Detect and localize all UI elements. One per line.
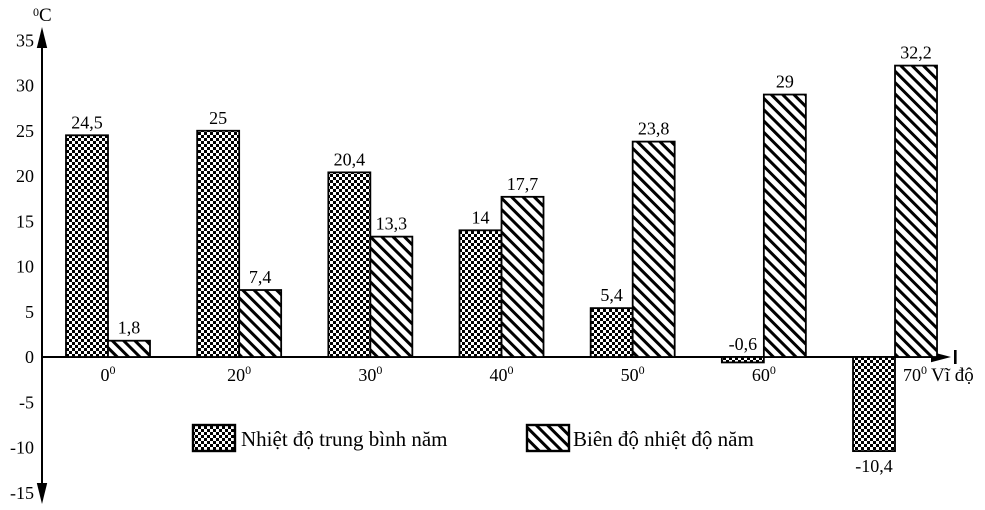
y-tick-label: 30 <box>16 76 34 96</box>
y-tick-label: -5 <box>19 392 34 412</box>
bar-value-label: 17,7 <box>507 174 539 194</box>
bar-value-label: 24,5 <box>71 112 103 132</box>
bar-value-label: 29 <box>776 72 794 92</box>
bar-value-label: 23,8 <box>638 119 670 139</box>
bar-avg-temp <box>196 129 241 358</box>
bar-amplitude <box>631 140 676 358</box>
x-axis-category-label: 00 <box>101 363 116 385</box>
y-tick-label: 10 <box>16 257 34 277</box>
bar-value-label: -0,6 <box>729 334 758 354</box>
x-axis-category-labels: 00 200 300 400 500 600 700 <box>101 363 928 385</box>
x-axis-category-label: 400 <box>490 363 514 385</box>
bar-avg-temp <box>458 229 503 358</box>
bar-value-label: 25 <box>209 108 227 128</box>
y-tick-label: 35 <box>16 30 34 50</box>
y-axis-unit-label: 0C <box>33 5 52 26</box>
bar-amplitude <box>238 289 283 358</box>
bar-value-label: 20,4 <box>334 149 366 169</box>
bar-amplitude <box>107 339 151 358</box>
bar-value-label: 7,4 <box>249 267 272 287</box>
y-tick-label: 5 <box>25 302 34 322</box>
x-axis-category-label: 600 <box>752 363 776 385</box>
y-axis-arrow-up-icon <box>36 27 48 48</box>
bar-avg-temp <box>65 134 109 358</box>
x-axis-category-label: 500 <box>621 363 645 385</box>
y-axis-unit-main: C <box>39 5 52 26</box>
bar-value-label: 32,2 <box>900 43 932 63</box>
bar-avg-temp <box>720 356 765 364</box>
bar-amplitude <box>762 93 807 358</box>
y-tick-label: 15 <box>16 211 34 231</box>
y-tick-label: 20 <box>16 166 34 186</box>
y-tick-label: 0 <box>25 347 34 367</box>
y-tick-label: -15 <box>10 483 34 503</box>
bar-value-label: 5,4 <box>600 285 623 305</box>
bar-value-label: 1,8 <box>118 318 141 338</box>
bar-avg-temp <box>852 356 896 453</box>
bar-amplitude <box>500 195 545 358</box>
bar-value-label: -10,4 <box>855 456 893 476</box>
legend-label-avg-temp: Nhiệt độ trung bình năm <box>241 427 447 451</box>
bar-amplitude <box>369 235 414 358</box>
y-axis-tick-labels: 35 30 25 20 15 10 5 0 -5 -10 -15 <box>10 30 34 503</box>
bar-value-label: 14 <box>472 207 490 227</box>
legend-swatch-amplitude <box>525 423 571 453</box>
bar-avg-temp <box>589 307 634 358</box>
y-axis-arrow-down-icon <box>36 483 48 504</box>
bar-value-label: 13,3 <box>376 214 408 234</box>
y-tick-label: 25 <box>16 121 34 141</box>
legend: Nhiệt độ trung bình năm Biên độ nhiệt độ… <box>191 423 754 453</box>
bars <box>65 64 938 453</box>
x-axis-category-label: 300 <box>358 363 382 385</box>
y-tick-label: -10 <box>10 438 34 458</box>
y-axis-unit-superscript: 0 <box>33 5 39 19</box>
value-labels: 24,5 25 20,4 14 5,4 -0,6 -10,4 1,8 7,4 13,3 17,7 23… <box>71 43 932 477</box>
x-axis-category-label: 200 <box>227 363 251 385</box>
legend-label-amplitude: Biên độ nhiệt độ năm <box>573 427 754 451</box>
legend-swatch-avg-temp <box>191 423 237 453</box>
x-axis-title: Vĩ độ <box>931 365 974 386</box>
bar-avg-temp <box>327 171 372 358</box>
x-axis-category-label: 700 <box>903 363 927 385</box>
bar-amplitude <box>894 64 938 358</box>
x-axis-end-tick <box>954 350 957 364</box>
